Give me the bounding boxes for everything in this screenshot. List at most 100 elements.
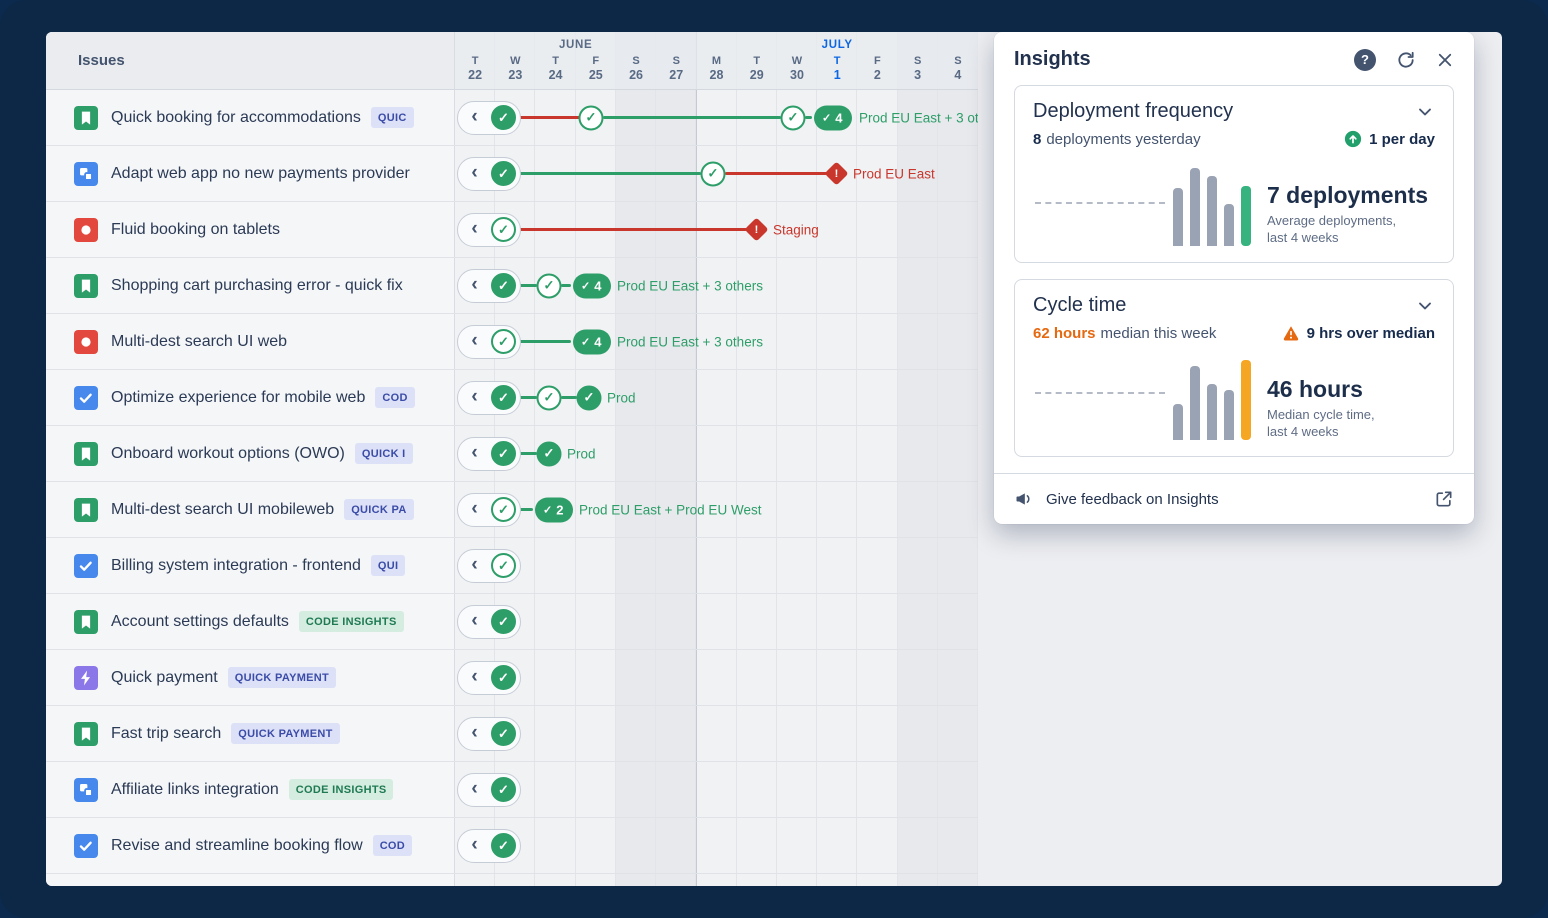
close-button[interactable]: [1436, 51, 1454, 69]
deployment-status-icon[interactable]: ✓: [491, 329, 516, 354]
expand-chevron-button[interactable]: ‹ ✓: [457, 492, 521, 527]
issue-cell[interactable]: Multi-dest search UI mobileweb QUICK PA: [46, 482, 455, 537]
expand-chevron-button[interactable]: ‹ ✓: [457, 772, 521, 807]
issue-cell[interactable]: Account settings defaults CODE INSIGHTS: [46, 594, 455, 649]
feedback-row[interactable]: Give feedback on Insights: [994, 473, 1474, 524]
issues-header-cell: Issues: [46, 32, 455, 90]
issue-title: Billing system integration - frontend: [111, 556, 361, 574]
expand-chevron-button[interactable]: ‹ ✓: [457, 604, 521, 639]
deployment-status-icon[interactable]: ✓: [491, 609, 516, 634]
warning-label: 9 hrs over median: [1306, 324, 1435, 342]
deployment-status-icon[interactable]: ✓: [536, 385, 562, 410]
deployment-stat-row: 8 deployments yesterday 1 per day: [1033, 130, 1435, 148]
issue-row: Fluid booking on tablets ‹ ✓! Staging: [46, 202, 978, 258]
issue-row: Multi-dest search UI web ‹ ✓ ✓ 4 Prod EU East…: [46, 314, 978, 370]
deployment-status-icon[interactable]: ✓: [536, 273, 562, 298]
issue-cell[interactable]: Fluid booking on tablets: [46, 202, 455, 257]
external-link-icon[interactable]: [1434, 489, 1454, 509]
issue-row: Adapt web app no new payments provider ‹ ✓…: [46, 146, 978, 202]
deployment-status-icon[interactable]: ✓: [491, 273, 516, 298]
issue-cell[interactable]: Quick booking for accommodations QUIC: [46, 90, 455, 145]
expand-chevron-button[interactable]: ‹ ✓: [457, 212, 521, 247]
deployment-connector: [519, 508, 533, 511]
issue-cell[interactable]: Quick payment QUICK PAYMENT: [46, 650, 455, 705]
refresh-button[interactable]: [1396, 50, 1416, 70]
deployment-track: ‹ ✓: [455, 538, 978, 593]
issue-row: Fast trip search QUICK PAYMENT ‹ ✓: [46, 706, 978, 762]
deployment-status-icon[interactable]: ✓: [576, 385, 602, 410]
expand-chevron-button[interactable]: ‹ ✓: [457, 156, 521, 191]
issue-cell[interactable]: Multi-dest search UI web: [46, 314, 455, 369]
bug-icon: [74, 217, 98, 242]
help-button[interactable]: ?: [1354, 48, 1376, 71]
deployment-connector: [519, 452, 537, 455]
issue-cell[interactable]: Onboard workout options (OWO) QUICK I: [46, 426, 455, 481]
deployment-count-pill[interactable]: ✓ 4: [573, 329, 612, 354]
deployment-count-pill[interactable]: ✓ 4: [573, 273, 612, 298]
big-stat: 7 deployments: [1267, 181, 1429, 208]
issue-cell[interactable]: Optimize experience for mobile web COD: [46, 370, 455, 425]
chevron-down-icon: [1419, 302, 1431, 309]
timeline-column: [897, 32, 938, 886]
day-column-header: S 27: [669, 55, 684, 82]
expand-chevron-button[interactable]: ‹ ✓: [457, 660, 521, 695]
collapse-chevron-button[interactable]: [1415, 102, 1435, 122]
deployment-connector: [519, 396, 537, 399]
expand-chevron-button[interactable]: ‹ ✓: [457, 548, 521, 583]
issue-title: Adapt web app no new payments provider: [111, 164, 410, 182]
deployment-status-icon[interactable]: ✓: [491, 385, 516, 410]
deployment-status-icon[interactable]: ✓: [700, 161, 726, 186]
issue-cell[interactable]: Fast trip search QUICK PAYMENT: [46, 706, 455, 761]
deployment-status-icon[interactable]: ✓: [491, 833, 516, 858]
deployment-status-icon[interactable]: ✓: [491, 161, 516, 186]
issue-cell[interactable]: Affiliate links integration CODE INSIGHTS: [46, 762, 455, 817]
deployment-count-pill[interactable]: ✓ 4: [814, 105, 853, 130]
expand-chevron-button[interactable]: ‹ ✓: [457, 436, 521, 471]
expand-chevron-button[interactable]: ‹ ✓: [457, 324, 521, 359]
deployment-status-icon[interactable]: ✓: [491, 553, 516, 578]
deployment-status-icon[interactable]: ✓: [491, 441, 516, 466]
issue-cell[interactable]: Adapt web app no new payments provider: [46, 146, 455, 201]
issue-badge: CODE INSIGHTS: [298, 611, 404, 632]
deployment-track: ‹ ✓: [455, 762, 978, 817]
deployment-status-icon[interactable]: ✓: [578, 105, 604, 130]
issue-cell[interactable]: Revise and streamline booking flow COD: [46, 818, 455, 873]
deployment-bars: [1173, 168, 1251, 246]
expand-chevron-button[interactable]: ‹ ✓: [457, 716, 521, 751]
collapse-chevron-button[interactable]: [1415, 296, 1435, 316]
environment-label: Staging: [773, 222, 819, 237]
expand-chevron-button[interactable]: ‹ ✓: [457, 828, 521, 863]
timeline-board: Quick booking for accommodations QUIC ‹ ✓ ✓ ✓…: [46, 32, 978, 886]
trend-label: 1 per day: [1369, 130, 1435, 148]
issues-header: Issues: [78, 52, 125, 69]
deployment-track: ‹ ✓ ✓! Prod EU East: [455, 146, 978, 201]
deployment-status-icon[interactable]: ✓: [780, 105, 806, 130]
issue-row: Multi-dest search UI mobileweb QUICK PA ‹ ✓…: [46, 482, 978, 538]
issue-badge: COD: [372, 835, 413, 856]
deployment-status-icon[interactable]: ✓: [491, 497, 516, 522]
deployment-status-icon[interactable]: ✓: [491, 217, 516, 242]
chart-bar-highlight: [1241, 186, 1251, 246]
issue-cell[interactable]: Billing system integration - frontend QUI: [46, 538, 455, 593]
deployment-status-icon[interactable]: ✓: [491, 777, 516, 802]
month-boundary-line: [696, 32, 698, 886]
story-icon: [74, 441, 98, 466]
cycle-stat-row: 62 hours median this week 9 hrs over med…: [1033, 324, 1435, 342]
deployment-warning-icon[interactable]: !: [824, 161, 849, 186]
expand-chevron-button[interactable]: ‹ ✓: [457, 268, 521, 303]
expand-chevron-button[interactable]: ‹ ✓: [457, 380, 521, 415]
deployment-connector: [519, 340, 571, 343]
expand-chevron-button[interactable]: ‹ ✓: [457, 100, 521, 135]
deployment-warning-icon[interactable]: !: [744, 217, 769, 242]
card-title: Deployment frequency: [1033, 100, 1234, 122]
deployment-count-pill[interactable]: ✓ 2: [535, 497, 574, 522]
deployment-status-icon[interactable]: ✓: [491, 105, 516, 130]
deployment-status-icon[interactable]: ✓: [491, 721, 516, 746]
deployment-status-icon[interactable]: ✓: [536, 441, 562, 466]
check-icon: ✓: [822, 112, 832, 124]
warning-badge: 9 hrs over median: [1282, 324, 1435, 342]
issue-cell[interactable]: Shopping cart purchasing error - quick f…: [46, 258, 455, 313]
deployment-status-icon[interactable]: ✓: [491, 665, 516, 690]
